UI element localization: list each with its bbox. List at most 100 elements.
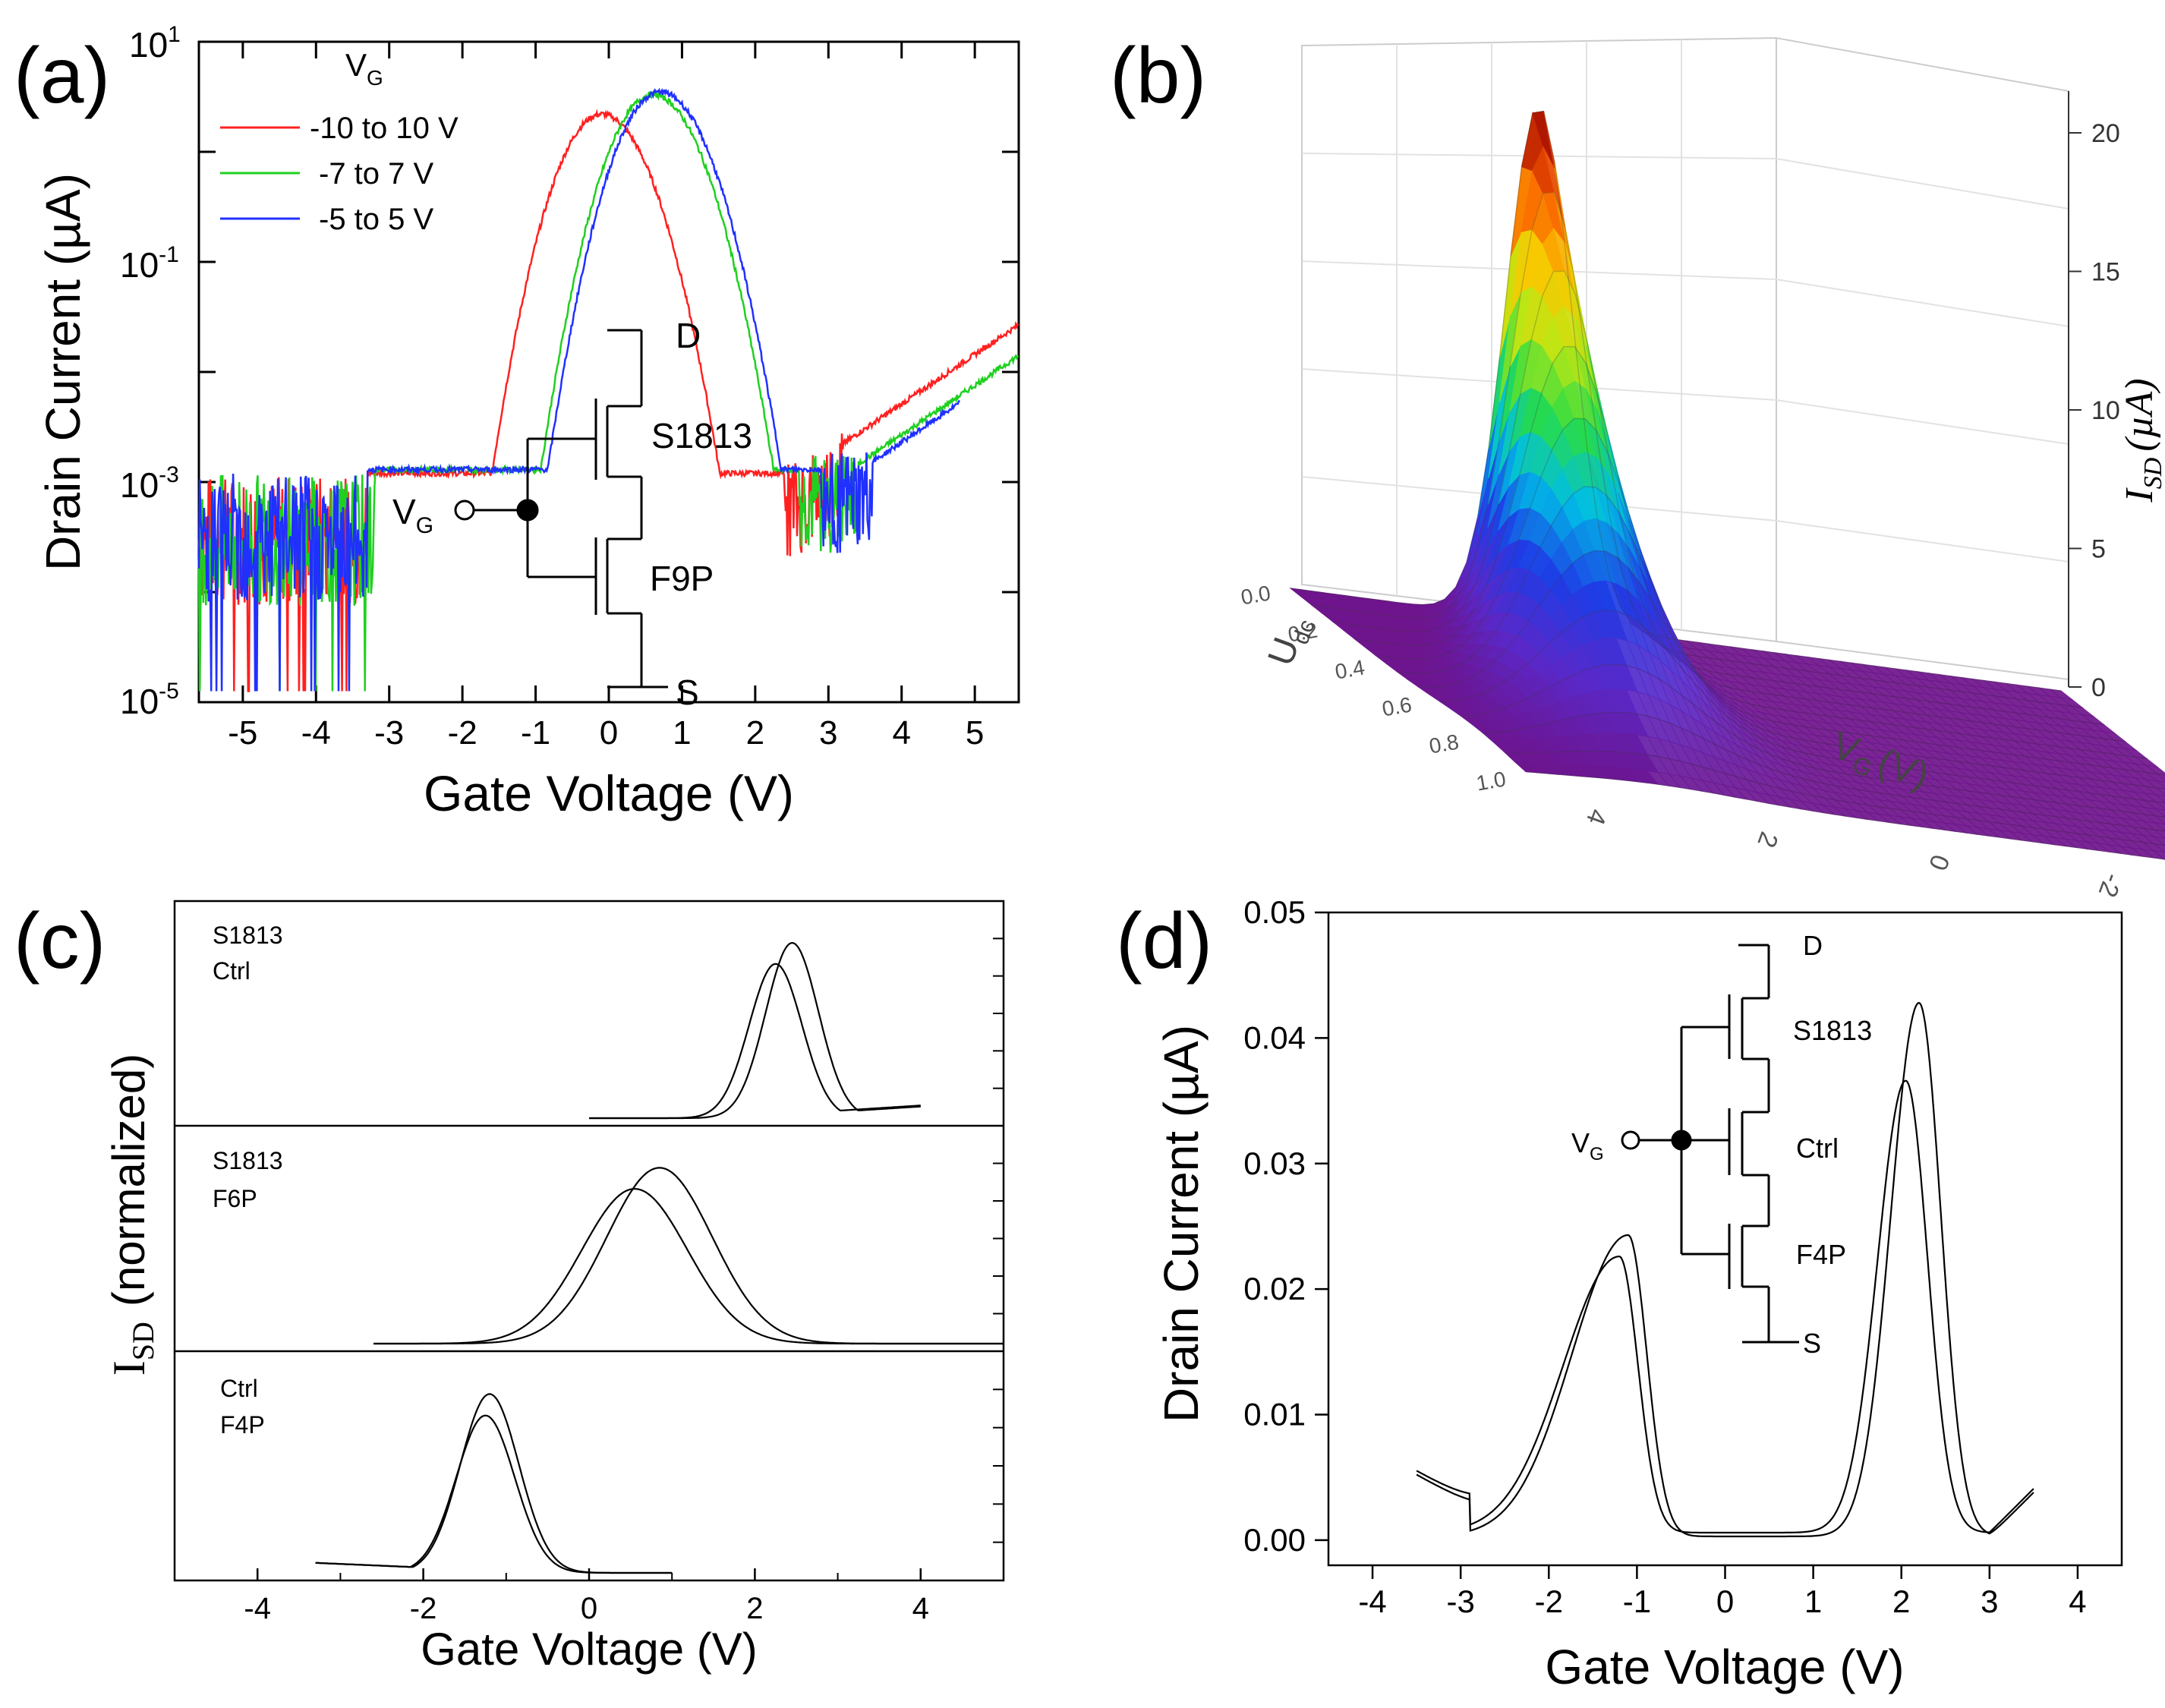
curve <box>373 1187 1004 1345</box>
panel-d-inset-circuit <box>1621 944 1799 1344</box>
panel-b-box <box>1301 36 2069 687</box>
panel-b-label: (b) <box>1110 32 1206 120</box>
curve <box>589 963 921 1120</box>
ytick-label: 0.05 <box>1243 894 1306 930</box>
panel-d-inset-labels: D S1813 Ctrl F4P S VG <box>1571 930 1872 1359</box>
xtick-label: -4 <box>301 714 331 752</box>
surface-patch <box>2154 808 2165 818</box>
inset-label-source: S <box>676 673 699 712</box>
xtick-label: 3 <box>819 714 837 752</box>
xtick-label: 4 <box>912 1592 929 1625</box>
xtick-label: 2 <box>1751 828 1783 852</box>
ytick-label: 0.4 <box>1333 655 1366 683</box>
panel-a-curves <box>197 87 1019 692</box>
curve <box>1416 1079 2034 1534</box>
xtick-label: -1 <box>1623 1584 1651 1619</box>
gridline <box>1776 279 2069 327</box>
panel-a-xlabel: Gate Voltage (V) <box>424 765 794 821</box>
ztick-label: 10 <box>2091 396 2120 425</box>
legend-label: -10 to 10 V <box>310 112 459 145</box>
inset-label-middle: Ctrl <box>1796 1133 1839 1164</box>
ztick-label: 15 <box>2091 258 2120 287</box>
panel-d-curves <box>1416 1001 2034 1538</box>
surface-contour <box>1440 609 2165 804</box>
xtick-label: 4 <box>892 714 910 752</box>
subplot-label: S1813 <box>213 1147 283 1174</box>
surface-contour <box>1312 191 2083 709</box>
surface-patch <box>2152 849 2165 860</box>
surface-contour <box>1333 270 2104 726</box>
subplot-label: S1813 <box>213 922 283 949</box>
xtick-label: 3 <box>1981 1584 1998 1619</box>
panel-a-inset-circuit <box>454 329 668 689</box>
ytick-label: 101 <box>129 22 181 65</box>
gridline <box>1776 399 2069 445</box>
legend-title: VG <box>345 47 383 90</box>
xtick-label: -4 <box>244 1592 271 1625</box>
series-line-1 <box>197 90 1019 692</box>
ytick-label: 10-3 <box>120 462 179 505</box>
inset-label-drain: D <box>676 316 701 355</box>
xtick-label: -2 <box>410 1592 437 1625</box>
xtick-label: -2 <box>2093 869 2128 900</box>
panel-d-xlabel: Gate Voltage (V) <box>1545 1640 1904 1694</box>
inset-label-source: S <box>1803 1328 1821 1359</box>
surface-contour <box>1504 750 2165 846</box>
surface-contour <box>1419 550 2165 790</box>
series-line-2 <box>197 87 961 692</box>
surface-patch <box>2154 787 2165 796</box>
inset-label-lower: F9P <box>650 559 714 598</box>
xtick-label: -2 <box>448 714 477 752</box>
xtick-label: 5 <box>966 714 984 752</box>
ztick-label: 5 <box>2091 535 2106 564</box>
inset-label-lower: F4P <box>1796 1239 1846 1270</box>
xtick-label: 0 <box>1716 1584 1734 1619</box>
panel-a: (a) -5 -4 -3 -2 -1 0 1 2 3 4 5 101 10-1 10-3 1 0 -5 … <box>14 22 1020 821</box>
surface-contour <box>1525 770 2165 860</box>
surface-patch <box>2155 773 2165 781</box>
panel-c-ticks: -4 -2 0 2 4 <box>174 938 1004 1625</box>
subplot-label: F6P <box>213 1185 257 1212</box>
xtick-label: -3 <box>374 714 404 752</box>
panel-d-axes-frame <box>1327 911 2123 1567</box>
surface-patch <box>2155 780 2165 788</box>
legend-label: -7 to 7 V <box>319 157 434 191</box>
inset-label-drain: D <box>1803 930 1823 961</box>
ytick-label: 0.00 <box>1243 1522 1306 1558</box>
xtick-label: 4 <box>1580 805 1612 829</box>
surface-contour <box>1397 486 2165 776</box>
xtick-label: -4 <box>1358 1584 1386 1619</box>
subplot-label: Ctrl <box>213 957 251 985</box>
panel-c-ylabel: ISD(normalized) <box>103 1054 160 1376</box>
panel-c-label: (c) <box>14 897 106 985</box>
panel-a-ytick-labels: 101 10-1 10-3 10-5 <box>120 22 181 721</box>
ytick-label: 1.0 <box>1474 767 1508 795</box>
panel-b-zlabel: ISD(µA) <box>2118 378 2165 503</box>
panel-a-label: (a) <box>14 32 110 120</box>
legend-label: -5 to 5 V <box>319 203 434 236</box>
panel-d-label: (d) <box>1116 897 1212 985</box>
inset-label-gate: VG <box>392 492 433 538</box>
panel-c: (c) -4 -2 0 2 4 S1813 Ctrl S1813 F6P Ctrl F4… <box>14 897 1005 1675</box>
panel-a-ticks: -5 -4 -3 -2 -1 0 1 2 3 4 5 <box>199 40 1019 752</box>
ztick-label: 0 <box>2091 673 2106 702</box>
inset-label-upper: S1813 <box>651 416 752 455</box>
xtick-label: 1 <box>673 714 691 752</box>
ytick-label: 0.8 <box>1427 730 1461 758</box>
ytick-label: 0.01 <box>1243 1397 1306 1432</box>
xtick-label: 0 <box>600 714 618 752</box>
xtick-label: 2 <box>1892 1584 1910 1619</box>
panel-c-subplot-labels: S1813 Ctrl S1813 F6P Ctrl F4P <box>213 922 283 1439</box>
xtick-label: -1 <box>521 714 550 752</box>
surface-patch <box>2154 794 2165 803</box>
ytick-label: 10-1 <box>120 242 179 285</box>
xtick-label: -3 <box>1446 1584 1474 1619</box>
panel-a-legend: VG -10 to 10 V -7 to 7 V -5 to 5 V <box>220 47 459 236</box>
ytick-label: 0.03 <box>1243 1145 1306 1181</box>
subplot-label: F4P <box>220 1411 265 1439</box>
surface-contour <box>1354 345 2126 742</box>
ytick-label: 0.02 <box>1243 1271 1306 1306</box>
xtick-label: -5 <box>228 714 257 752</box>
